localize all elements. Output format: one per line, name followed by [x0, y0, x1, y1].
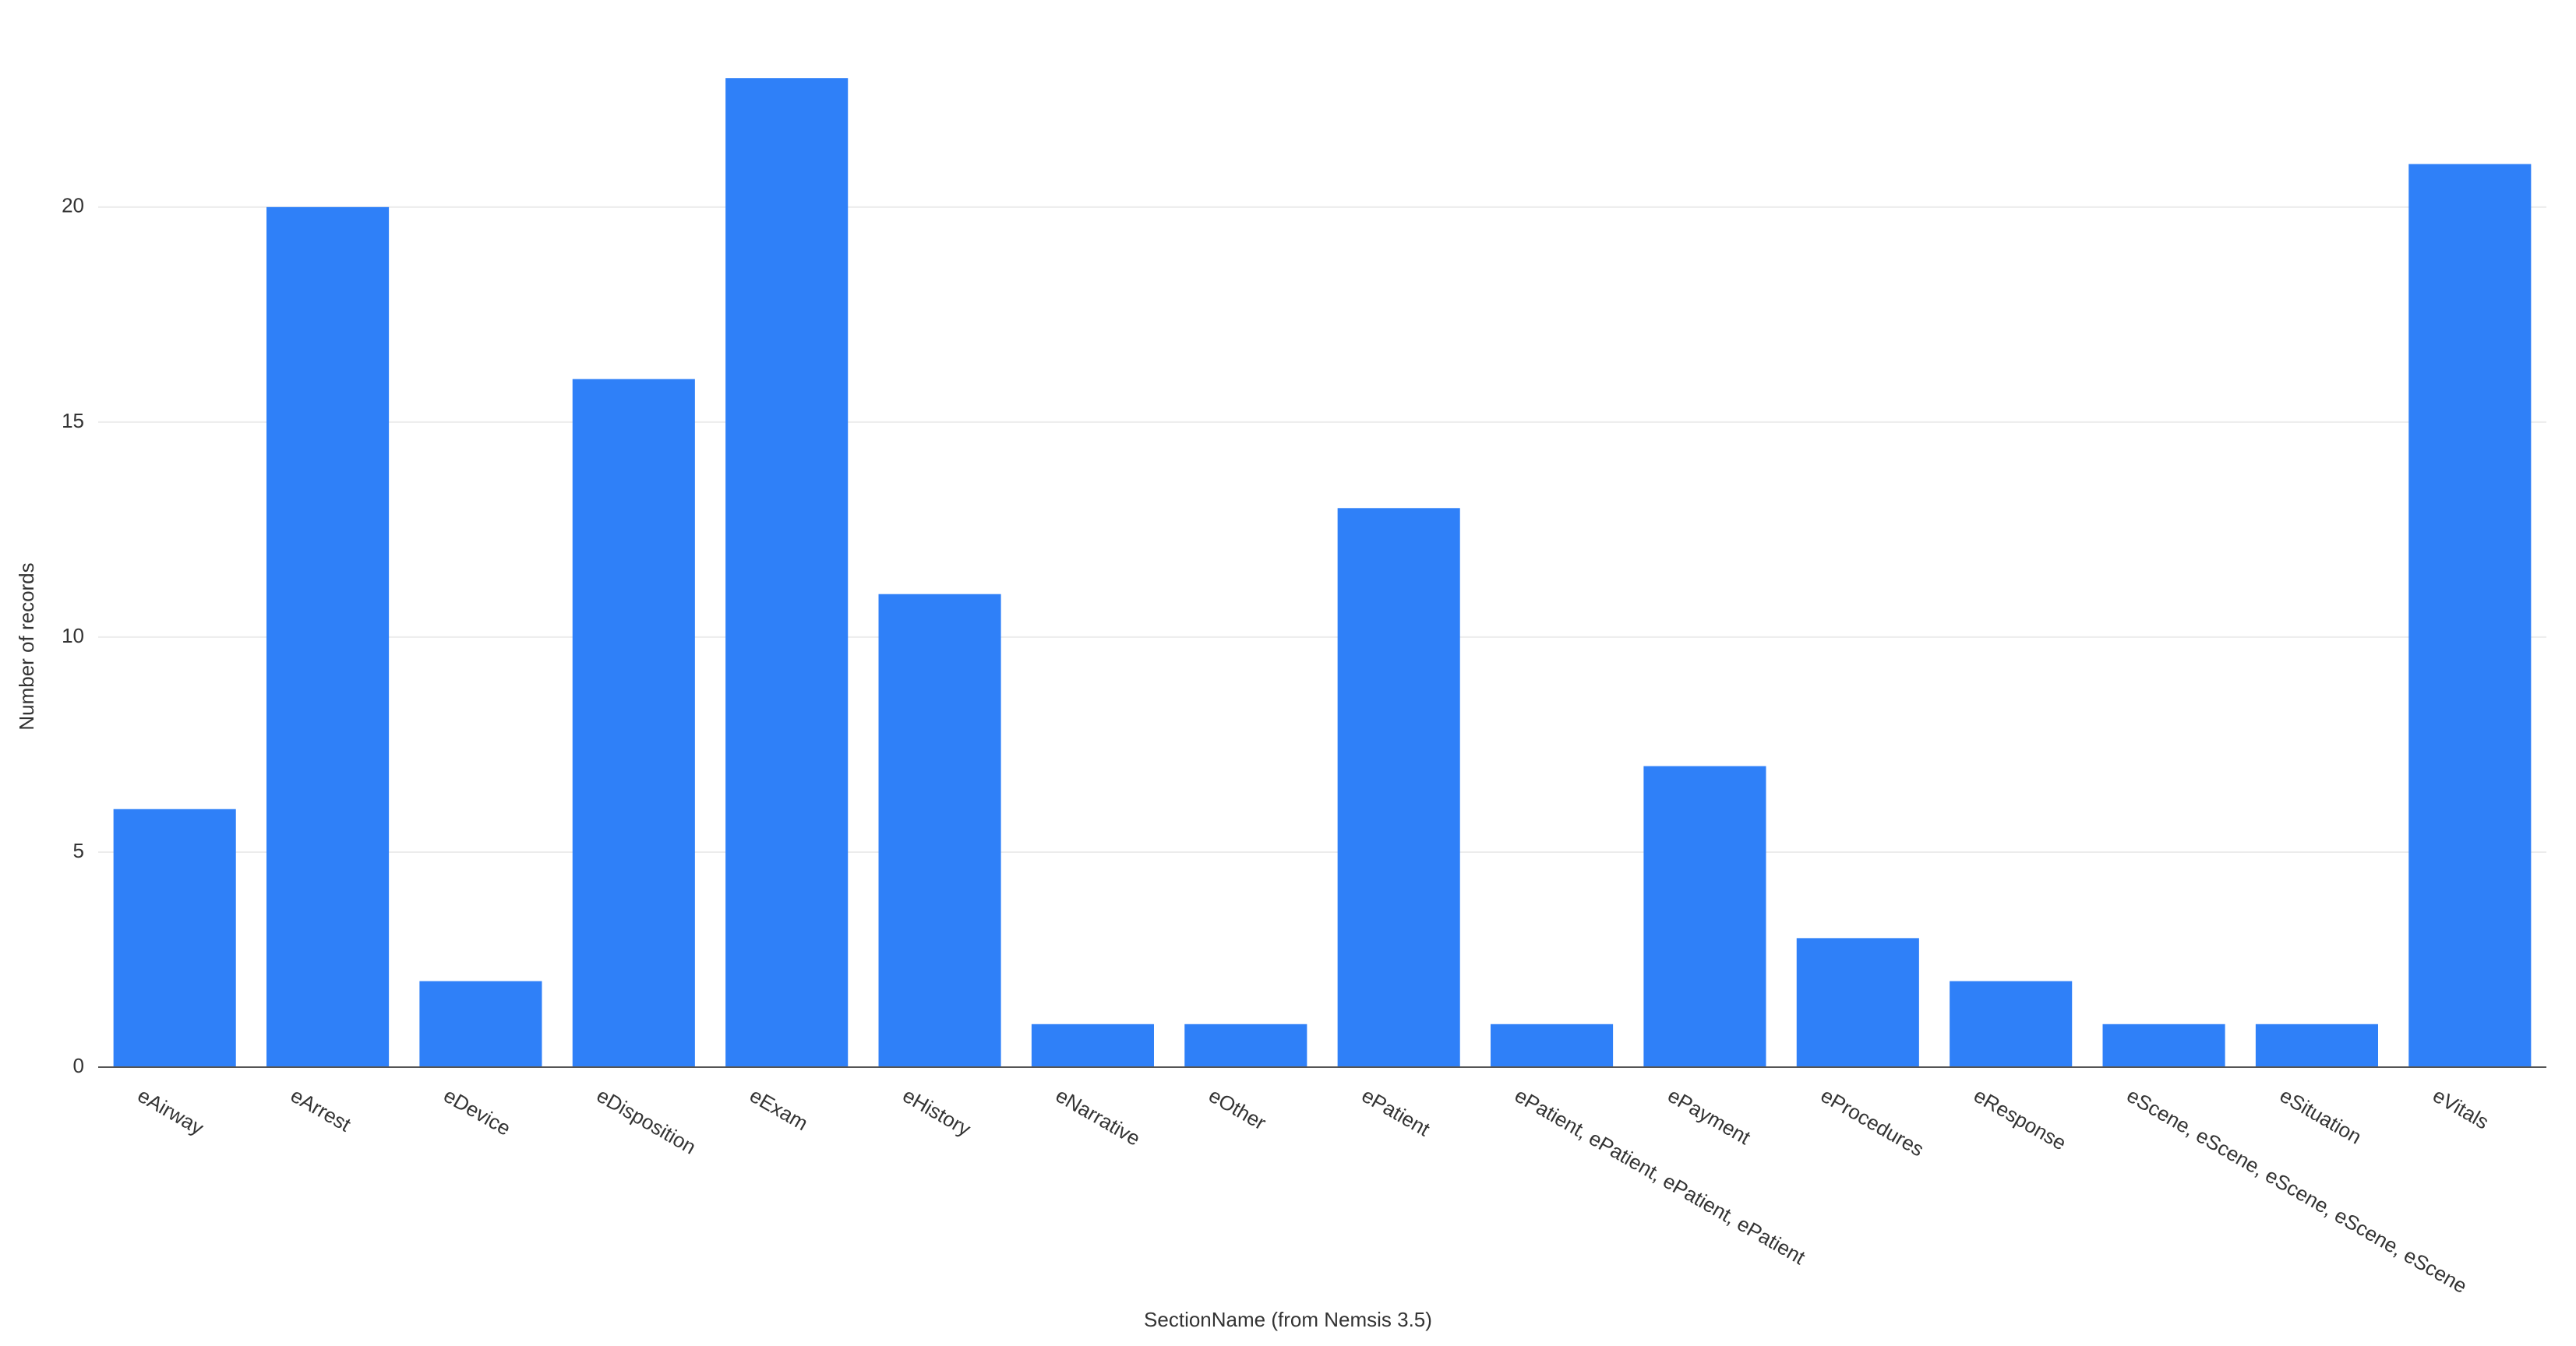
- x-tick-label: eExam: [746, 1083, 812, 1135]
- bar: [572, 379, 695, 1068]
- x-tick-label: eDevice: [439, 1083, 514, 1140]
- bar: [1184, 1024, 1307, 1067]
- y-tick-label: 10: [62, 624, 84, 647]
- y-axis-title: Number of records: [15, 562, 38, 730]
- bar: [1491, 1024, 1614, 1067]
- bar: [878, 594, 1001, 1067]
- y-tick-label: 20: [62, 194, 84, 217]
- y-tick-label: 15: [62, 409, 84, 432]
- x-tick-label: eDisposition: [593, 1083, 700, 1159]
- bar: [2102, 1024, 2225, 1067]
- bar: [2255, 1024, 2378, 1067]
- x-tick-label: ePatient: [1358, 1083, 1434, 1141]
- x-tick-label: eArrest: [287, 1083, 355, 1136]
- x-tick-label: eVitals: [2429, 1083, 2493, 1134]
- x-tick-label: eNarrative: [1052, 1083, 1145, 1150]
- x-tick-label: ePatient, ePatient, ePatient, ePatient: [1511, 1083, 1810, 1270]
- bar: [1950, 981, 2073, 1067]
- x-tick-label: ePayment: [1664, 1083, 1755, 1150]
- x-tick-label: eSituation: [2276, 1083, 2366, 1149]
- bar: [1643, 766, 1766, 1067]
- x-axis-title: SectionName (from Nemsis 3.5): [1144, 1308, 1432, 1331]
- bar: [266, 206, 390, 1067]
- bar: [419, 981, 542, 1067]
- x-tick-label: eProcedures: [1817, 1083, 1928, 1161]
- x-tick-label: eResponse: [1970, 1083, 2070, 1155]
- bar: [1796, 938, 1919, 1067]
- bar: [725, 78, 849, 1067]
- x-tick-label: eHistory: [898, 1083, 975, 1141]
- y-tick-label: 5: [73, 839, 84, 862]
- bar: [113, 809, 236, 1067]
- bar: [2408, 164, 2532, 1067]
- x-tick-label: eAirway: [134, 1083, 208, 1140]
- bar: [1337, 508, 1460, 1067]
- bar: [1031, 1024, 1154, 1067]
- y-tick-label: 0: [73, 1054, 84, 1077]
- x-tick-label: eOther: [1205, 1083, 1270, 1135]
